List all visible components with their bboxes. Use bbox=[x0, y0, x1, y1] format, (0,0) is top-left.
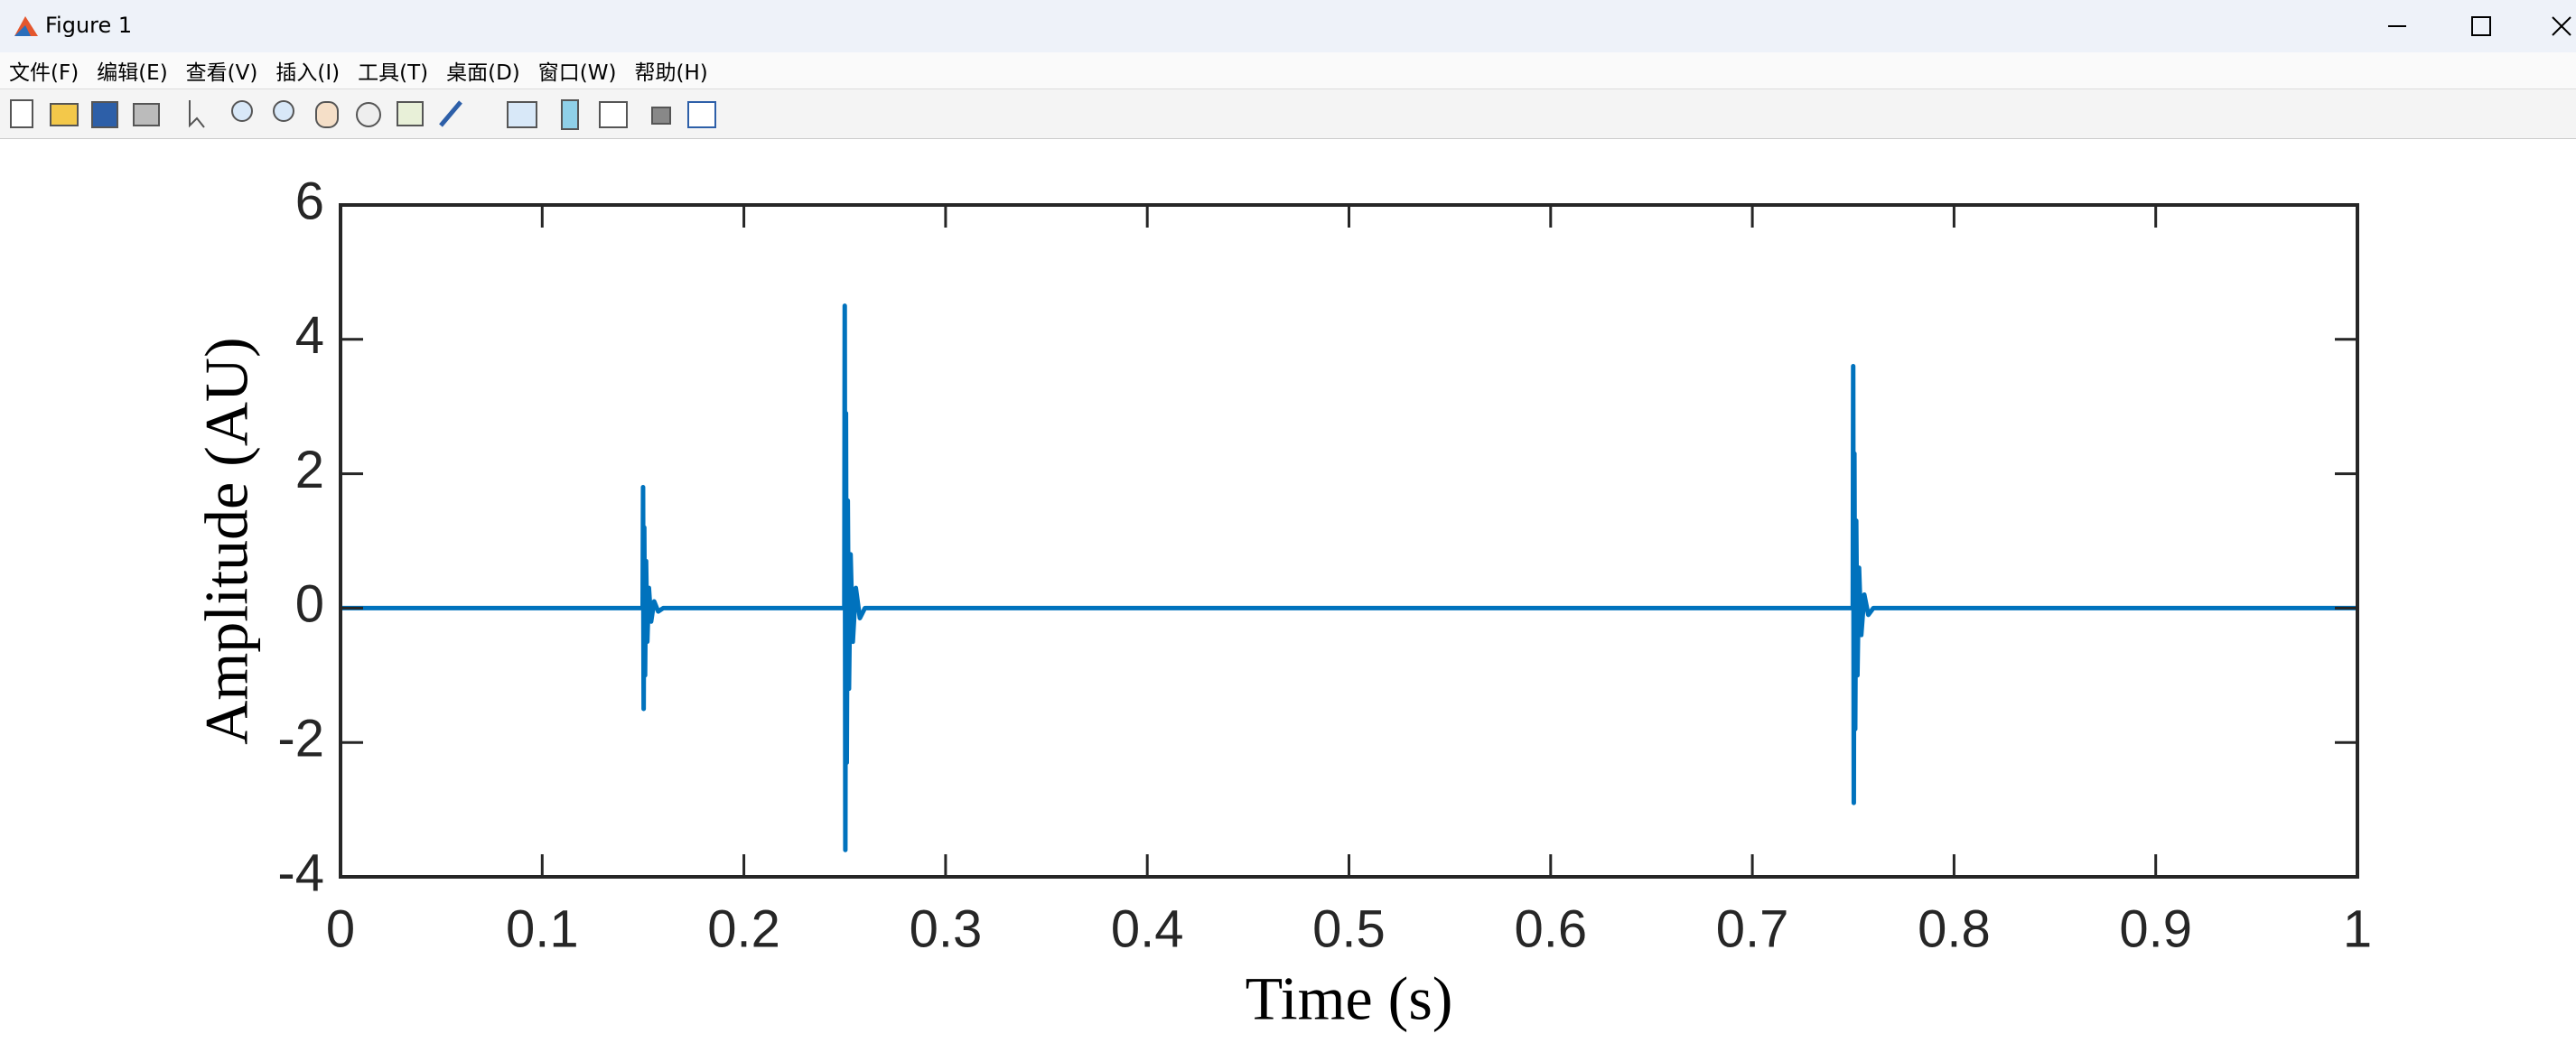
x-tick-label: 0.1 bbox=[506, 899, 579, 958]
select-button[interactable] bbox=[189, 100, 205, 128]
y-tick-label: 4 bbox=[295, 306, 324, 365]
window-controls bbox=[2388, 16, 2571, 36]
y-tick-label: 2 bbox=[295, 441, 324, 499]
legend-button[interactable] bbox=[599, 101, 628, 128]
print-button[interactable] bbox=[133, 103, 160, 126]
x-tick-label: 0.7 bbox=[1716, 899, 1789, 958]
close-button[interactable] bbox=[2552, 16, 2571, 36]
x-tick-label: 0.5 bbox=[1312, 899, 1386, 958]
toolbar bbox=[0, 88, 2576, 139]
maximize-button[interactable] bbox=[2471, 16, 2491, 36]
title-bar: Figure 1 bbox=[0, 0, 2576, 52]
figure: 0 0.1 0.2 0.3 0.4 0.5 0.6 0.7 0.8 0.9 1 -4 -2 0 2 4 6 Tim… bbox=[192, 172, 2373, 1033]
brush-button[interactable] bbox=[439, 100, 462, 127]
axes-box bbox=[339, 203, 2359, 879]
rotate-button[interactable] bbox=[356, 102, 381, 127]
zoom-out-button[interactable] bbox=[273, 100, 294, 122]
y-tick-label: -2 bbox=[277, 710, 324, 768]
link-button[interactable] bbox=[507, 101, 537, 128]
menu-item[interactable]: 窗口(W) bbox=[537, 61, 617, 85]
y-tick-label: 6 bbox=[295, 172, 324, 230]
x-axis-label: Time (s) bbox=[1246, 964, 1453, 1033]
x-tick-label: 0.9 bbox=[2119, 899, 2192, 958]
zoom-in-button[interactable] bbox=[231, 100, 253, 122]
dock-button[interactable] bbox=[687, 101, 716, 128]
pan-button[interactable] bbox=[315, 101, 339, 128]
x-tick-label: 0.2 bbox=[707, 899, 780, 958]
new-button[interactable] bbox=[10, 99, 33, 128]
data-cursor-button[interactable] bbox=[397, 101, 424, 126]
menu-bar: 文件(F) 编辑(E) 查看(V) 插入(I) 工具(T) 桌面(D) 窗口(W) 帮助(H) bbox=[0, 52, 2576, 88]
x-tick-label: 0 bbox=[326, 899, 355, 958]
x-tick-label: 1 bbox=[2343, 899, 2372, 958]
x-tick-label: 0.8 bbox=[1918, 899, 1991, 958]
menu-item[interactable]: 查看(V) bbox=[185, 61, 258, 85]
y-tick-label: -4 bbox=[277, 843, 324, 902]
hide-tools-button[interactable] bbox=[651, 107, 671, 125]
menu-item[interactable]: 帮助(H) bbox=[634, 61, 708, 85]
menu-item[interactable]: 桌面(D) bbox=[446, 61, 520, 85]
menu-item[interactable]: 编辑(E) bbox=[97, 61, 168, 85]
menu-item[interactable]: 文件(F) bbox=[9, 61, 79, 85]
y-tick-label: 0 bbox=[295, 575, 324, 634]
app-icon bbox=[14, 16, 38, 36]
window-title: Figure 1 bbox=[45, 13, 133, 38]
save-button[interactable] bbox=[91, 101, 118, 128]
y-axis-label: Amplitude (AU) bbox=[192, 337, 261, 744]
menu-item[interactable]: 工具(T) bbox=[358, 61, 429, 85]
open-button[interactable] bbox=[50, 103, 79, 126]
x-tick-label: 0.4 bbox=[1111, 899, 1184, 958]
toolbar-icons bbox=[10, 99, 716, 130]
colorbar-button[interactable] bbox=[561, 99, 579, 130]
x-tick-label: 0.3 bbox=[910, 899, 983, 958]
signal-line bbox=[341, 303, 2357, 852]
menu-item[interactable]: 插入(I) bbox=[275, 61, 341, 85]
x-tick-label: 0.6 bbox=[1514, 899, 1587, 958]
